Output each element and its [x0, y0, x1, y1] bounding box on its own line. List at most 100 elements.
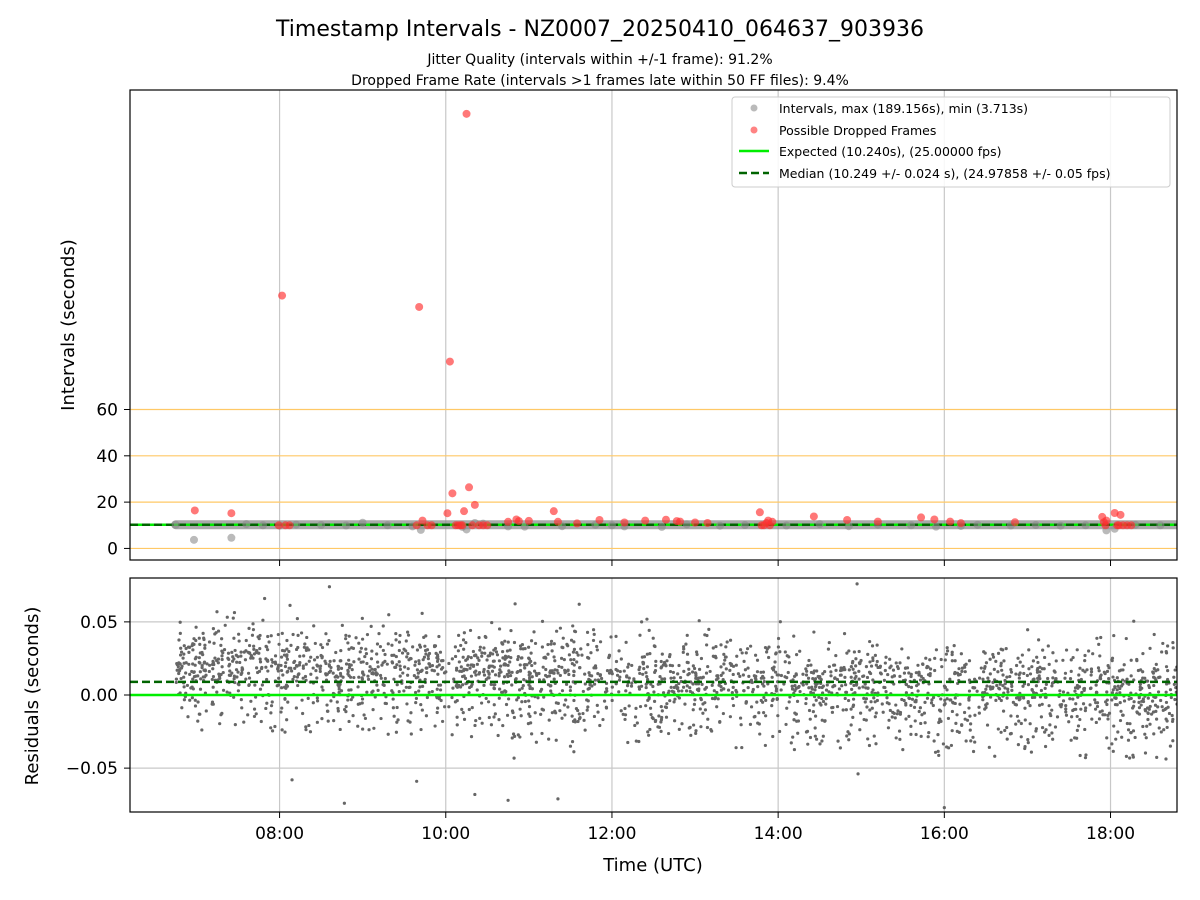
- residual-point: [811, 671, 816, 675]
- residual-outlier-point: [415, 779, 419, 783]
- residual-point: [1027, 648, 1031, 652]
- residual-point: [813, 714, 818, 718]
- residual-point: [784, 722, 788, 727]
- residual-point: [648, 706, 653, 710]
- residual-point: [1118, 718, 1123, 723]
- residual-point: [462, 647, 466, 651]
- residual-point: [498, 687, 502, 691]
- residual-point: [1084, 706, 1088, 710]
- residual-point: [1044, 728, 1048, 732]
- residual-point: [1105, 702, 1109, 707]
- residual-point: [918, 706, 922, 710]
- residual-point: [992, 667, 996, 671]
- residual-point: [808, 735, 813, 740]
- residual-point: [453, 700, 458, 704]
- residual-point: [623, 706, 627, 711]
- residual-point: [761, 670, 766, 674]
- residual-point: [370, 667, 374, 671]
- residual-point: [868, 660, 872, 664]
- residual-point: [783, 660, 787, 664]
- residual-point: [1106, 717, 1110, 721]
- residual-point: [1018, 697, 1022, 701]
- residual-point: [331, 671, 335, 675]
- residual-point: [211, 667, 215, 671]
- residual-point: [864, 697, 868, 701]
- residual-point: [1171, 739, 1175, 743]
- residual-point: [249, 699, 253, 703]
- residual-point: [291, 677, 295, 681]
- dropped-frame-point: [274, 521, 283, 530]
- residual-point: [527, 676, 532, 680]
- residual-point: [923, 721, 927, 725]
- residual-point: [743, 668, 747, 672]
- residual-point: [1051, 676, 1055, 680]
- residual-point: [818, 701, 822, 705]
- residual-point: [921, 676, 925, 681]
- residual-point: [323, 659, 327, 663]
- residual-point: [811, 709, 815, 714]
- residual-point: [510, 683, 514, 687]
- residual-point: [762, 676, 766, 680]
- residual-point: [424, 714, 429, 718]
- residual-point: [504, 702, 509, 707]
- residual-point: [301, 664, 305, 668]
- residual-point: [614, 634, 618, 638]
- residual-point: [926, 735, 930, 739]
- residual-point: [427, 651, 432, 656]
- residual-point: [774, 670, 778, 674]
- residual-point: [295, 679, 299, 683]
- residual-point: [847, 738, 851, 742]
- residual-point: [211, 702, 215, 706]
- residual-point: [339, 689, 344, 693]
- residual-point: [998, 682, 1002, 686]
- residual-point: [378, 673, 383, 678]
- residual-point: [846, 698, 851, 703]
- residual-point: [1009, 670, 1014, 674]
- residual-point: [1061, 658, 1065, 662]
- residual-point: [758, 732, 762, 736]
- residual-point: [1101, 713, 1105, 717]
- residual-point: [641, 660, 645, 664]
- residual-point: [558, 626, 563, 630]
- residual-point: [710, 696, 715, 701]
- residual-point: [231, 659, 235, 663]
- residual-point: [821, 734, 825, 738]
- residual-point: [501, 650, 505, 654]
- residual-point: [724, 655, 728, 659]
- residual-point: [562, 658, 566, 662]
- residual-point: [315, 720, 319, 724]
- residual-point: [618, 675, 622, 679]
- residual-point: [486, 700, 491, 704]
- residual-outlier-point: [506, 798, 510, 802]
- residual-point: [483, 634, 487, 639]
- residual-point: [909, 732, 913, 736]
- residual-point: [691, 664, 695, 668]
- dropped-frame-point: [956, 519, 965, 528]
- residual-point: [610, 698, 614, 703]
- residual-point: [390, 660, 394, 664]
- residual-point: [689, 733, 693, 737]
- residual-point: [731, 685, 735, 689]
- residual-point: [691, 670, 695, 674]
- residual-point: [269, 664, 274, 668]
- residual-point: [703, 701, 707, 705]
- residual-point: [1003, 678, 1007, 683]
- residual-point: [497, 696, 501, 700]
- residual-point: [722, 662, 726, 666]
- residual-point: [701, 675, 705, 679]
- residual-point: [1021, 664, 1025, 668]
- residual-point: [640, 620, 644, 624]
- residual-point: [869, 664, 874, 668]
- residual-point: [436, 706, 440, 710]
- residual-point: [596, 672, 600, 676]
- residual-point: [885, 696, 889, 700]
- residual-point: [1042, 667, 1046, 671]
- residual-point: [1001, 684, 1005, 688]
- residual-point: [506, 674, 510, 678]
- residual-point: [450, 657, 454, 661]
- residual-point: [523, 666, 527, 670]
- residual-point: [716, 697, 720, 701]
- residual-point: [320, 645, 325, 650]
